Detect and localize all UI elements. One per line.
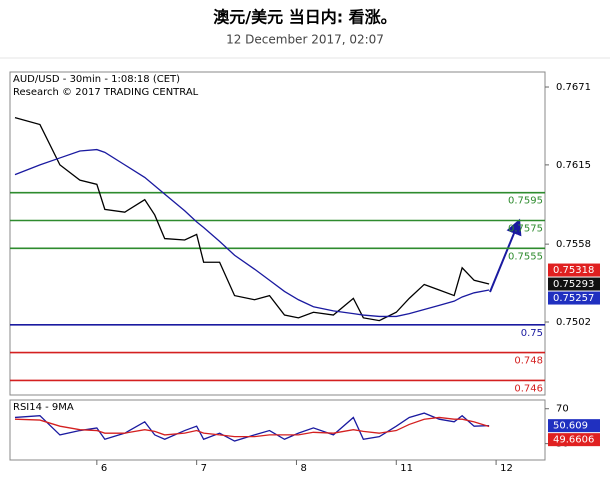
- price-tag: [548, 263, 600, 277]
- price-tag: [548, 433, 600, 447]
- level-label: 0.75: [521, 328, 543, 339]
- annotation: Research © 2017 TRADING CENTRAL: [13, 87, 199, 98]
- rsi-title: RSI14 - 9MA: [13, 402, 74, 413]
- x-tick-label: 12: [500, 463, 513, 474]
- rsi-line: [14, 416, 490, 438]
- annotation: AUD/USD - 30min - 1:08:18 (CET): [13, 74, 180, 85]
- price-tag-label: 0.75257: [553, 293, 594, 304]
- chart-title: 澳元/美元 当日内: 看涨。: [213, 8, 396, 27]
- price-tag: [548, 291, 600, 305]
- price-line: [14, 116, 490, 322]
- y-tick-label: 70: [556, 404, 569, 415]
- rsi-panel: [9, 399, 546, 461]
- price-tag-label: 49.6606: [553, 435, 594, 446]
- level-label: 0.7555: [508, 251, 543, 262]
- level-label: 0.746: [514, 383, 543, 394]
- x-tick-label: 8: [300, 463, 306, 474]
- price-tag-label: 0.75318: [553, 265, 594, 276]
- price-tag-label: 0.75293: [553, 279, 594, 290]
- forecast-arrow: [489, 218, 522, 293]
- level-label: 0.7575: [508, 223, 543, 234]
- level-label: 0.748: [514, 356, 543, 367]
- chart-subtitle: 12 December 2017, 02:07: [226, 33, 384, 47]
- y-tick-label: 0.7615: [556, 160, 591, 171]
- rsi-line: [14, 412, 490, 442]
- y-tick-label: 0.7502: [556, 317, 591, 328]
- level-label: 0.7595: [508, 196, 543, 207]
- x-tick-label: 6: [101, 463, 107, 474]
- price-tag: [548, 277, 600, 291]
- price-line: [14, 148, 490, 318]
- x-tick-label: 7: [201, 463, 207, 474]
- price-tag-label: 50.609: [553, 421, 588, 432]
- price-panel: [9, 71, 546, 396]
- y-tick-label: 0.7671: [556, 82, 591, 93]
- price-tag: [548, 419, 600, 433]
- x-tick-label: 11: [400, 463, 413, 474]
- y-tick-label: 0.7558: [556, 239, 591, 250]
